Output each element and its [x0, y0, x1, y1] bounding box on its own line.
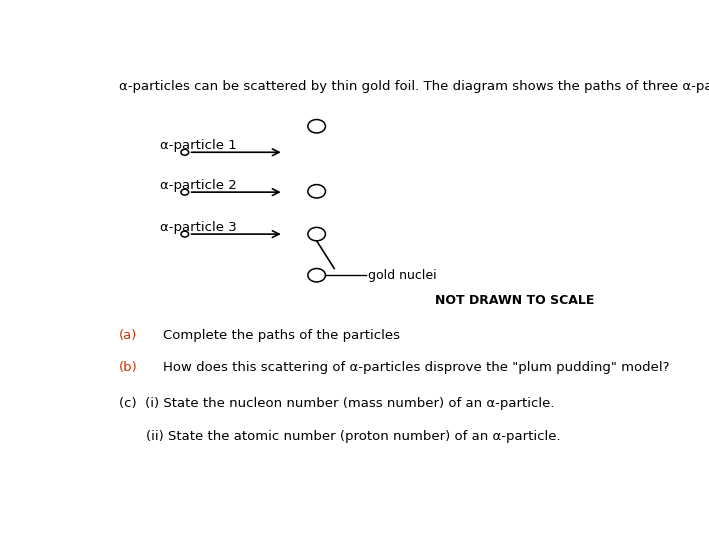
- Text: (a): (a): [119, 329, 138, 342]
- Text: α-particle 2: α-particle 2: [160, 179, 237, 192]
- Text: gold nuclei: gold nuclei: [368, 269, 436, 282]
- Text: How does this scattering of α-particles disprove the "plum pudding" model?: How does this scattering of α-particles …: [163, 361, 669, 374]
- Text: NOT DRAWN TO SCALE: NOT DRAWN TO SCALE: [435, 294, 594, 307]
- Text: (b): (b): [119, 361, 138, 374]
- Text: (c)  (i) State the nucleon number (mass number) of an α-particle.: (c) (i) State the nucleon number (mass n…: [119, 397, 554, 410]
- Text: (ii) State the atomic number (proton number) of an α-particle.: (ii) State the atomic number (proton num…: [146, 431, 561, 444]
- Text: Complete the paths of the particles: Complete the paths of the particles: [163, 329, 400, 342]
- Text: α-particles can be scattered by thin gold foil. The diagram shows the paths of t: α-particles can be scattered by thin gol…: [119, 80, 709, 93]
- Text: α-particle 1: α-particle 1: [160, 139, 237, 152]
- Text: α-particle 3: α-particle 3: [160, 221, 237, 234]
